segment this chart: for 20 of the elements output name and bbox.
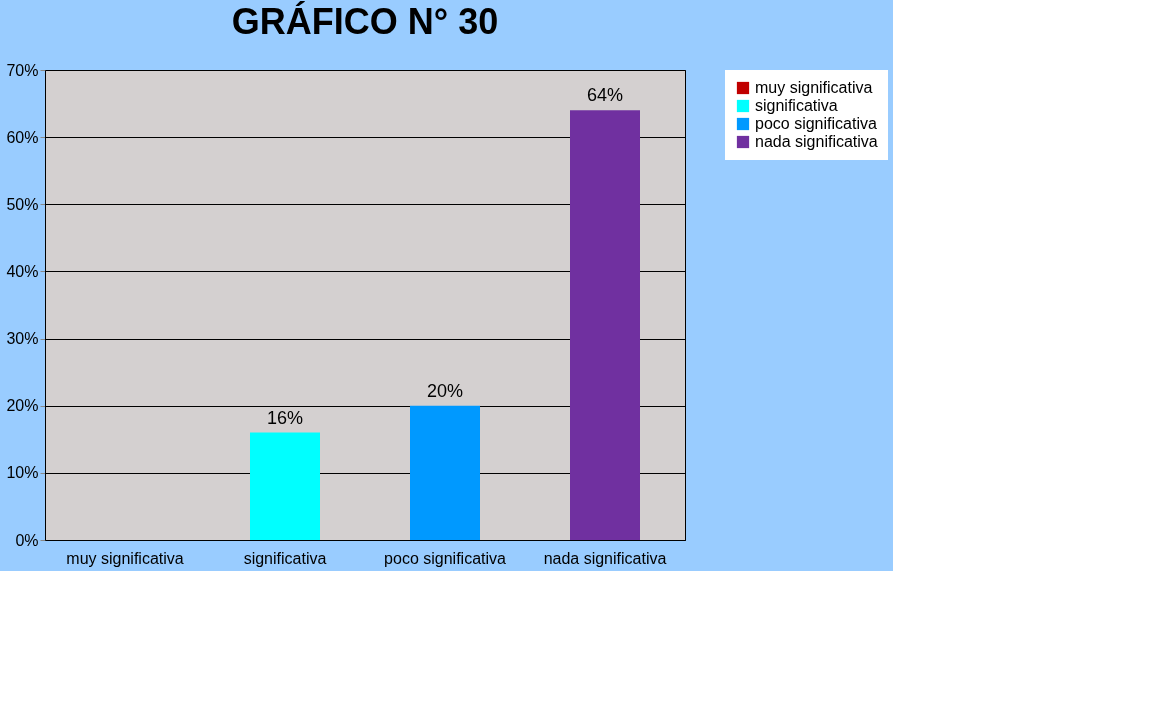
data-label: 16% [266, 407, 304, 428]
y-tick-label: 70% [6, 61, 39, 79]
x-tick-label: significativa [243, 549, 327, 567]
y-tick-label: 30% [6, 330, 39, 348]
legend-label: nada significativa [755, 133, 878, 150]
legend-label: muy significativa [755, 79, 873, 96]
x-tick-label: nada significativa [543, 549, 667, 567]
data-label: 64% [586, 85, 624, 106]
y-tick-label: 0% [15, 531, 39, 549]
chart-title: GRÁFICO N° 30 [231, 1, 499, 42]
y-tick-label: 40% [6, 262, 39, 280]
y-tick-label: 20% [6, 397, 39, 415]
x-tick-label: poco significativa [384, 549, 507, 567]
x-tick-label: muy significativa [66, 549, 184, 567]
y-tick-label: 60% [6, 128, 39, 146]
y-tick-label: 50% [6, 195, 39, 213]
data-label: 20% [426, 380, 464, 401]
legend-label: significativa [755, 97, 838, 114]
legend-label: poco significativa [755, 115, 877, 132]
y-tick-label: 10% [6, 464, 39, 482]
